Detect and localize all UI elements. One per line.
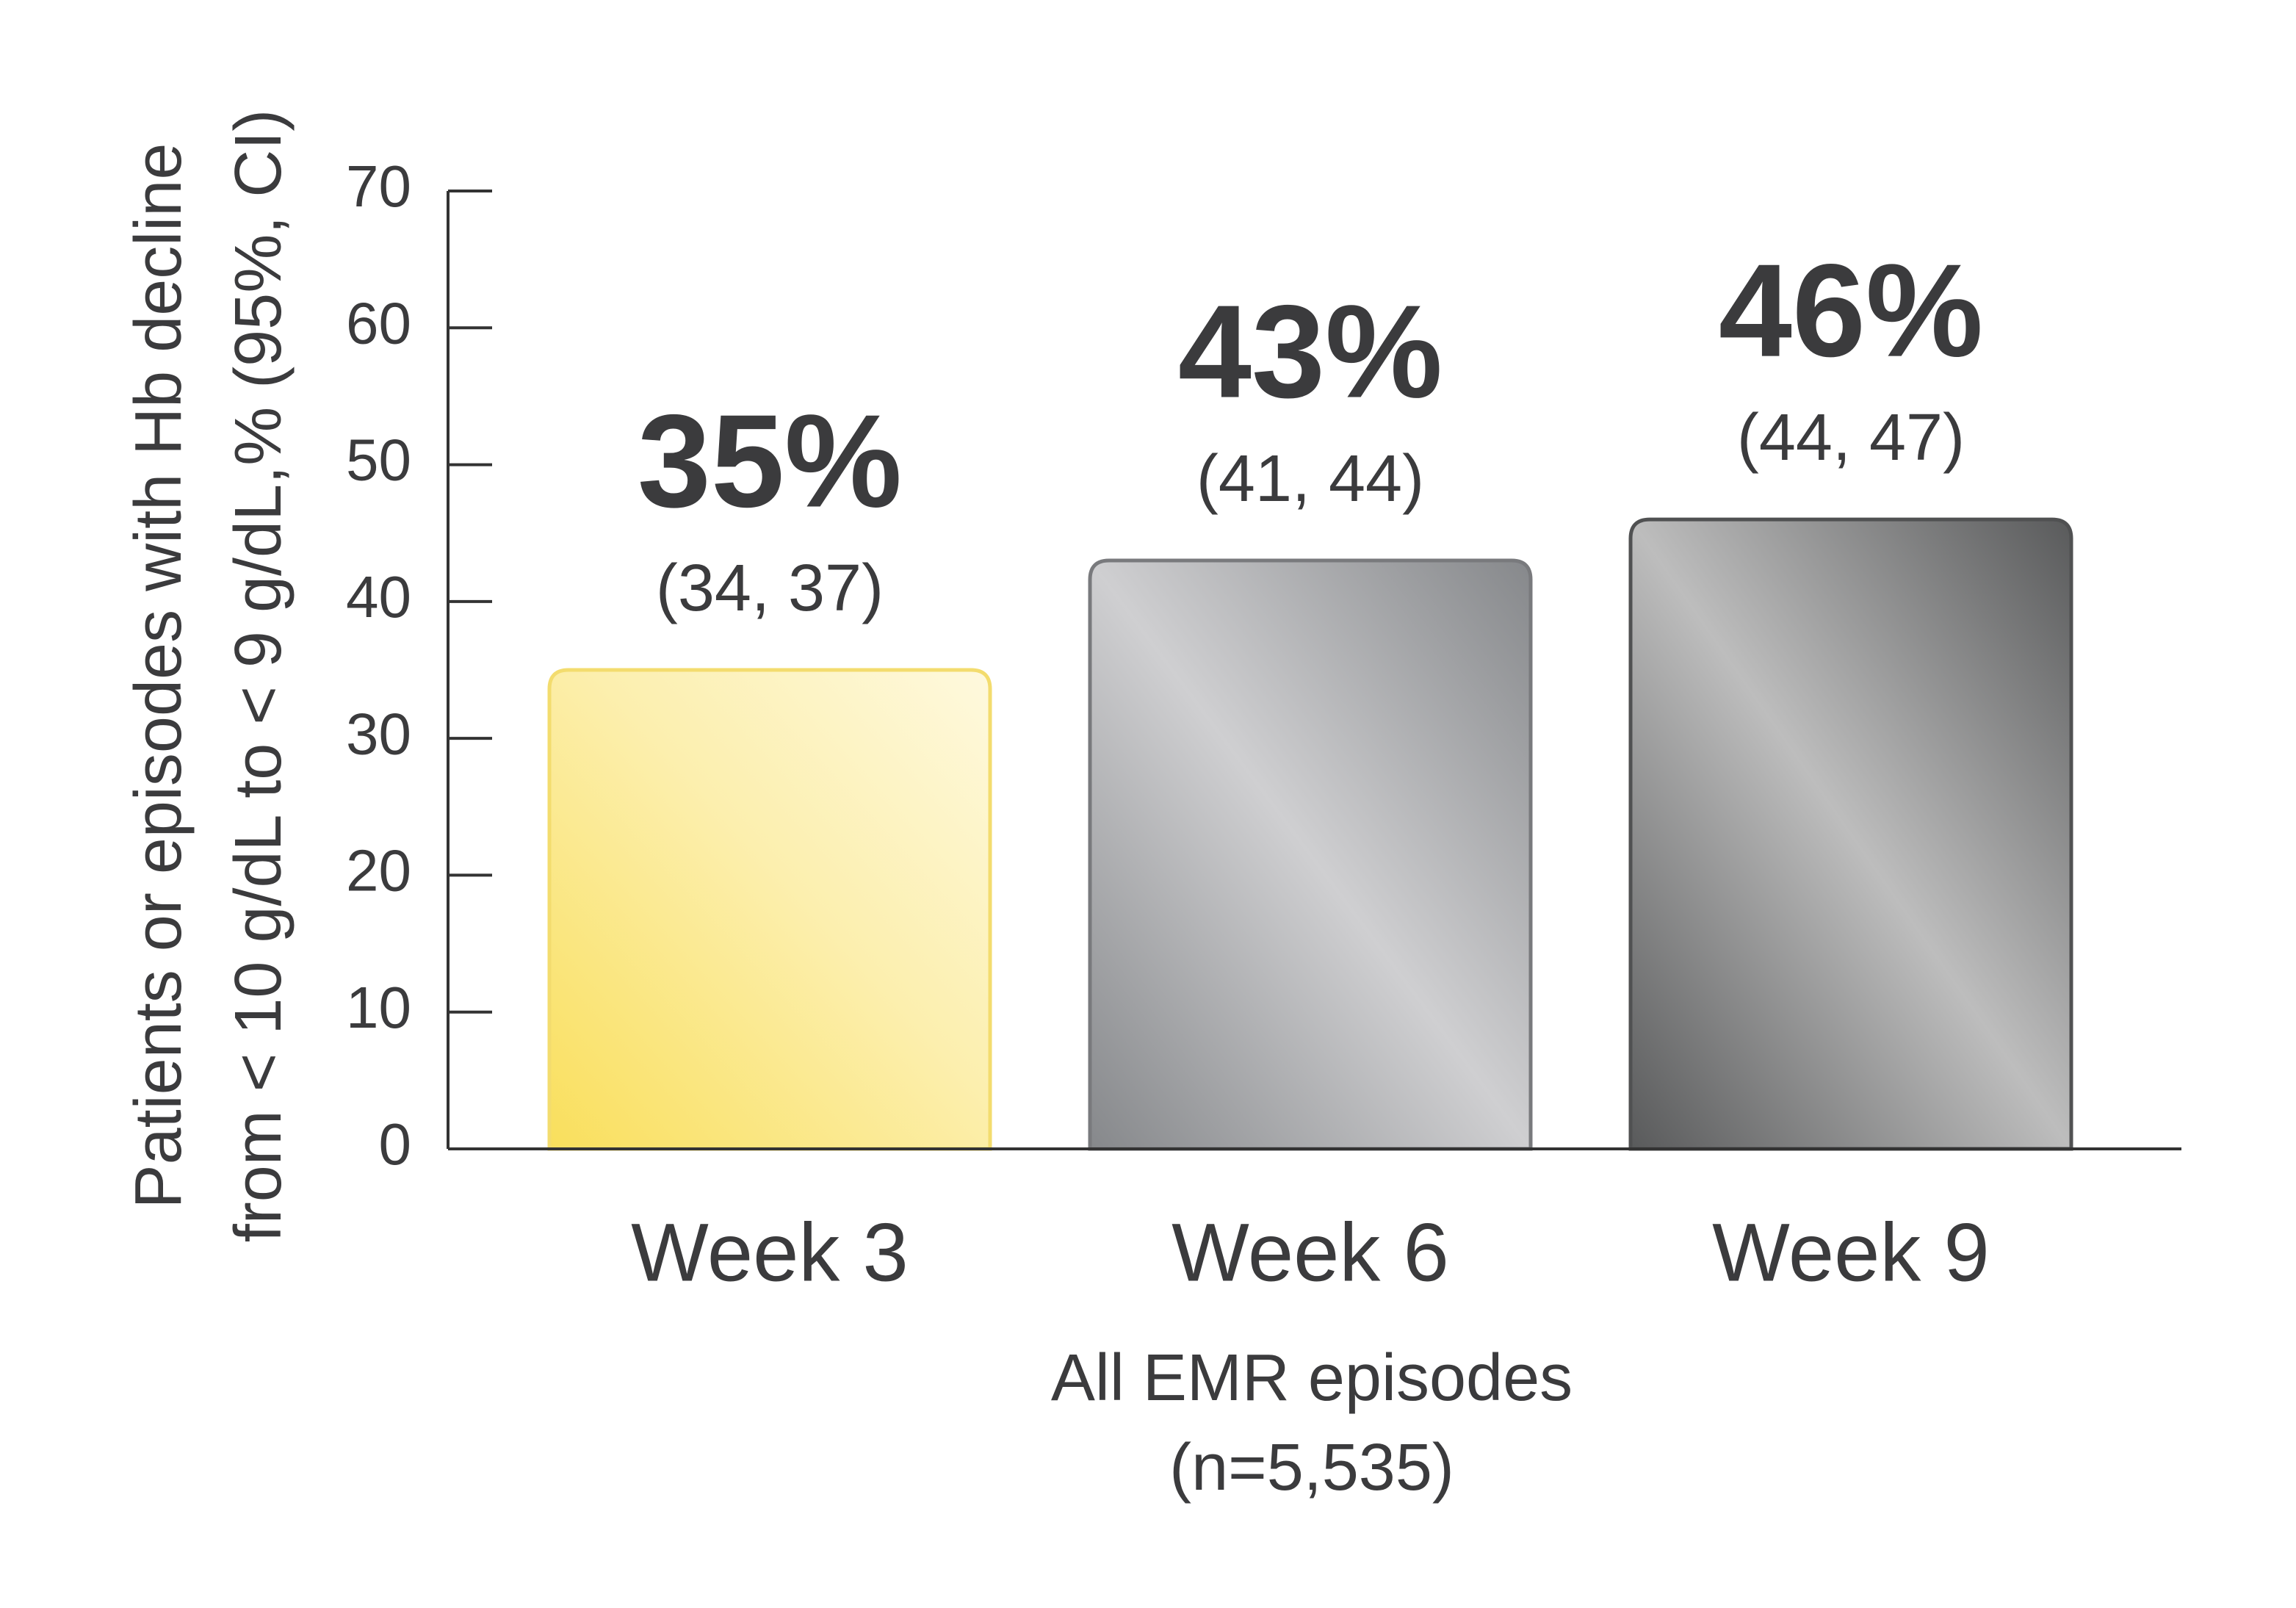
x-tick-label: Week 6 bbox=[1172, 1207, 1449, 1299]
x-tick-label: Week 9 bbox=[1712, 1207, 1990, 1299]
y-tick-label: 40 bbox=[346, 564, 411, 630]
y-tick-label: 30 bbox=[346, 701, 411, 766]
ci-label: (34, 37) bbox=[656, 552, 884, 625]
y-axis-title-line: Patients or episodes with Hb decline bbox=[122, 143, 195, 1209]
x-axis-title: All EMR episodes bbox=[1051, 1341, 1573, 1415]
y-axis-title: Patients or episodes with Hb decline fro… bbox=[122, 109, 295, 1242]
bar bbox=[1088, 558, 1533, 1151]
x-tick-label: Week 3 bbox=[631, 1207, 909, 1299]
y-tick-label: 50 bbox=[346, 428, 411, 493]
value-label: 46% bbox=[1719, 237, 1983, 385]
x-axis-title: (n=5,535) bbox=[1169, 1431, 1454, 1504]
bar bbox=[1628, 517, 2073, 1151]
y-tick-label: 10 bbox=[346, 975, 411, 1040]
value-label: 43% bbox=[1178, 278, 1443, 426]
y-axis-title-line: from < 10 g/dL to < 9 g/dL,% (95%, CI) bbox=[222, 109, 295, 1242]
ci-label: (44, 47) bbox=[1737, 401, 1965, 475]
ci-label: (41, 44) bbox=[1196, 442, 1424, 516]
y-tick-label: 60 bbox=[346, 290, 411, 356]
y-tick-label: 20 bbox=[346, 838, 411, 904]
bar bbox=[547, 668, 992, 1151]
value-label: 35% bbox=[638, 388, 902, 536]
y-tick-label: 70 bbox=[346, 154, 411, 219]
y-tick-label: 0 bbox=[379, 1111, 412, 1177]
